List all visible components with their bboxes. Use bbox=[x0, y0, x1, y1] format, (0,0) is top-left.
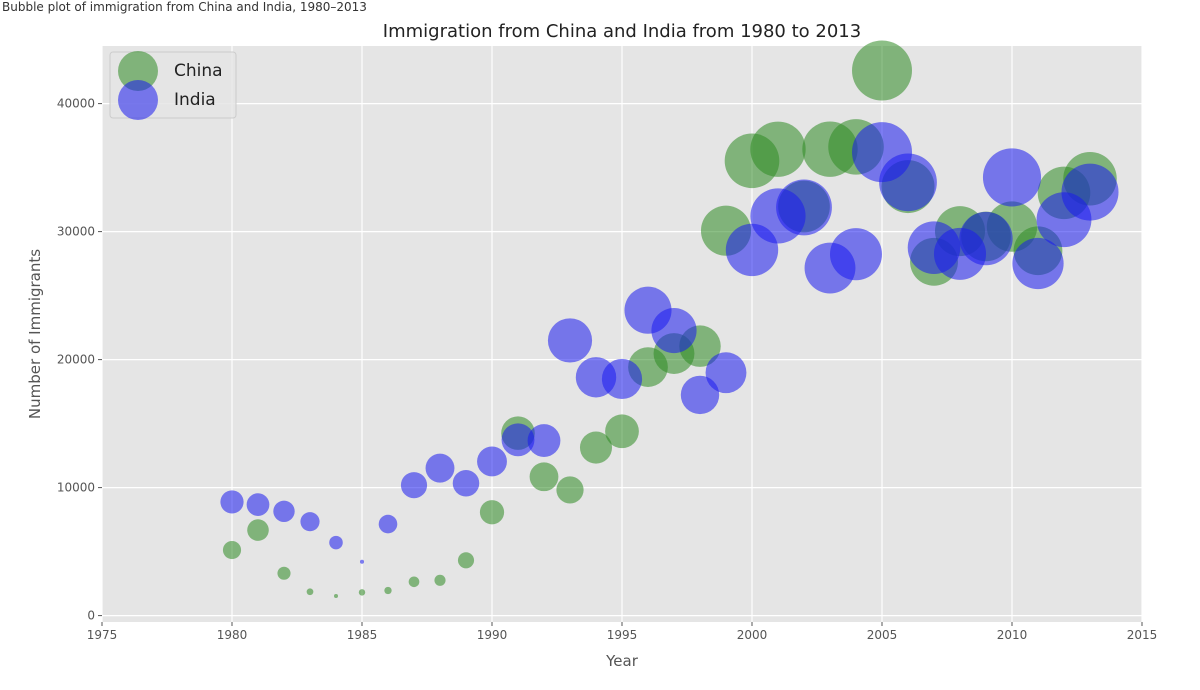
x-tick-label: 1975 bbox=[87, 628, 118, 642]
bubble-india-1999 bbox=[705, 352, 747, 394]
bubble-china-1995 bbox=[605, 414, 639, 449]
x-axis-label: Year bbox=[605, 652, 639, 670]
bubble-india-2006 bbox=[879, 153, 937, 212]
chart-title: Immigration from China and India from 19… bbox=[383, 21, 861, 42]
bubble-india-1983 bbox=[300, 512, 320, 532]
figure-caption: Bubble plot of immigration from China an… bbox=[2, 0, 367, 14]
bubble-india-1998 bbox=[680, 375, 720, 415]
y-tick-label: 20000 bbox=[57, 353, 95, 367]
x-tick-label: 2005 bbox=[867, 628, 898, 642]
legend-marker-china bbox=[118, 51, 158, 91]
x-axis-ticks: 1975 1980 1985 1990 1995 2000 2005 2010 2015 bbox=[87, 622, 1158, 642]
x-tick-label: 1990 bbox=[477, 628, 508, 642]
bubble-india-2011 bbox=[1012, 237, 1064, 290]
bubble-india-1991 bbox=[501, 423, 535, 457]
bubble-china-1986 bbox=[384, 586, 392, 595]
bubble-india-2009 bbox=[959, 211, 1013, 266]
bubble-india-1987 bbox=[400, 472, 428, 499]
x-tick-label: 2010 bbox=[997, 628, 1028, 642]
bubble-india-2004 bbox=[829, 228, 883, 281]
bubble-india-1984 bbox=[329, 535, 343, 550]
bubble-china-1993 bbox=[556, 476, 584, 504]
legend-label-india: India bbox=[174, 90, 216, 110]
x-tick-label: 1980 bbox=[217, 628, 248, 642]
x-tick-label: 2000 bbox=[737, 628, 768, 642]
bubble-india-1993 bbox=[547, 318, 593, 363]
bubble-china-1983 bbox=[306, 588, 314, 596]
y-tick-label: 0 bbox=[87, 609, 95, 623]
legend: China India bbox=[109, 51, 237, 120]
data-points bbox=[220, 40, 1119, 599]
bubble-china-2001 bbox=[750, 121, 806, 177]
bubble-china-1980 bbox=[222, 540, 242, 560]
bubble-china-1985 bbox=[358, 589, 366, 596]
bubble-india-1989 bbox=[452, 469, 480, 497]
bubble-china-1981 bbox=[247, 519, 269, 541]
bubble-india-1990 bbox=[477, 446, 507, 477]
bubble-china-1989 bbox=[457, 552, 475, 569]
bubble-india-1980 bbox=[220, 490, 244, 514]
legend-label-china: China bbox=[174, 61, 223, 81]
bubble-india-1992 bbox=[527, 424, 561, 457]
x-tick-label: 2015 bbox=[1127, 628, 1158, 642]
bubble-china-1988 bbox=[434, 574, 446, 586]
bubble-india-1981 bbox=[246, 493, 270, 516]
y-tick-label: 30000 bbox=[57, 225, 95, 239]
bubble-china-1982 bbox=[277, 566, 291, 580]
bubble-india-2010 bbox=[982, 148, 1042, 207]
bubble-india-2002 bbox=[776, 179, 832, 236]
bubble-china-1994 bbox=[579, 431, 613, 464]
y-axis-label: Number of Immigrants bbox=[26, 249, 44, 419]
y-tick-label: 10000 bbox=[57, 481, 95, 495]
bubble-china-1992 bbox=[529, 462, 559, 492]
y-tick-label: 40000 bbox=[57, 97, 95, 111]
bubble-india-1997 bbox=[651, 307, 697, 354]
bubble-india-2013 bbox=[1061, 163, 1119, 221]
bubble-india-1995 bbox=[601, 358, 643, 400]
y-axis-ticks: 0 10000 20000 30000 40000 bbox=[57, 97, 102, 623]
bubble-india-1982 bbox=[273, 500, 295, 523]
bubble-china-1987 bbox=[408, 576, 420, 588]
x-tick-label: 1985 bbox=[347, 628, 378, 642]
bubble-china-1984 bbox=[334, 594, 338, 599]
bubble-india-1988 bbox=[425, 453, 455, 483]
x-tick-label: 1995 bbox=[607, 628, 638, 642]
bubble-india-1985 bbox=[360, 559, 364, 564]
grid-lines bbox=[101, 46, 1143, 622]
bubble-india-1986 bbox=[378, 514, 398, 534]
legend-marker-india bbox=[118, 80, 158, 120]
bubble-china-1990 bbox=[479, 500, 505, 525]
bubble-china-2005 bbox=[852, 40, 912, 101]
